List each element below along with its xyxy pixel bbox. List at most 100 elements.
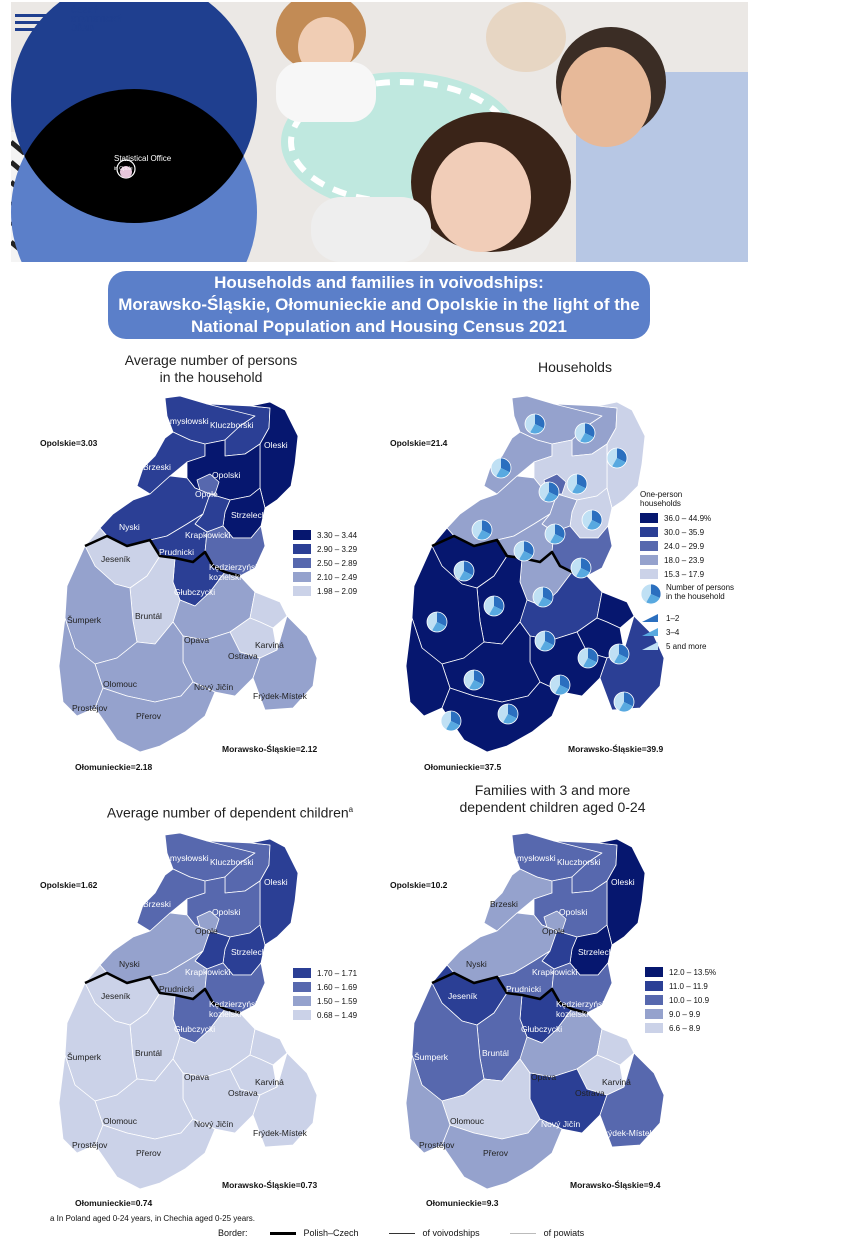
pie-legend-row: 1–2 <box>640 611 734 625</box>
region-label-krapkowicki: Krapkowicki <box>185 530 230 540</box>
pie-glubczycki <box>532 586 554 608</box>
region-label-strzelecki: Strzelecki <box>231 510 268 520</box>
region-label-bruntal: Bruntál <box>135 611 162 621</box>
pie-legend-label: 1–2 <box>666 613 680 623</box>
region-label-karvina: Karviná <box>255 640 284 650</box>
legend-row: 11.0 – 11.9 <box>645 980 716 992</box>
agg-morawsko: Morawsko-Śląskie=2.12 <box>222 744 318 754</box>
agg-olomunieckie: Ołomunieckie=37.5 <box>424 762 502 772</box>
region-label-prostejov: Prostějov <box>72 1140 108 1150</box>
legend-row: 36.0 – 44.9% <box>640 512 711 524</box>
lens-overlap <box>11 89 257 223</box>
legend-row: 12.0 – 13.5% <box>645 966 716 978</box>
region-label-opolski: Opolski <box>212 470 240 480</box>
region-label-brzeski: Brzeski <box>143 899 171 909</box>
legend-row: 24.0 – 29.9 <box>640 540 711 552</box>
region-oleski <box>250 401 299 509</box>
region-label-frydek: Frýdek-Místek <box>600 1128 655 1138</box>
legend-row: 9.0 – 9.9 <box>645 1008 716 1020</box>
legend-row: 15.3 – 17.9 <box>640 568 711 580</box>
region-label-karvina: Karviná <box>602 1077 631 1087</box>
legend-row: 1.60 – 1.69 <box>293 981 357 993</box>
pie-legend-label: 3–4 <box>666 627 680 637</box>
legend-row: 2.90 – 3.29 <box>293 543 357 555</box>
office-name: Statistical Office <box>114 154 172 163</box>
pie-prostejov <box>440 710 462 732</box>
map-households <box>405 396 665 753</box>
border-voivodships: of voivodships <box>381 1228 480 1238</box>
agg-opolskie: Opolskie=10.2 <box>390 880 448 890</box>
agg-opolskie: Opolskie=21.4 <box>390 438 448 448</box>
region-oleski <box>597 838 646 946</box>
region-label-prostejov: Prostějov <box>419 1140 455 1150</box>
region-label-prerov: Přerov <box>136 711 162 721</box>
region-label-jesenik: Jeseník <box>448 991 478 1001</box>
legend-row: 1.50 – 1.59 <box>293 995 357 1007</box>
legend-header-line: One-person <box>640 490 683 499</box>
pie-sumperk <box>426 611 448 633</box>
border-legend-label: Border: <box>218 1228 248 1238</box>
legend-label: 1.60 – 1.69 <box>317 982 358 992</box>
pie-kedzierzynsko <box>570 557 592 579</box>
region-frydek <box>599 615 665 711</box>
region-label-brzeski: Brzeski <box>143 462 171 472</box>
legend-label: 9.0 – 9.9 <box>669 1009 701 1019</box>
pie-opole <box>538 481 560 503</box>
region-label-frydek: Frýdek-Místek <box>253 1128 308 1138</box>
region-label-sumperk: Šumperk <box>67 615 102 625</box>
logo-line-2: STATISTICKÝ <box>71 15 123 24</box>
region-label-opava: Opava <box>184 1072 209 1082</box>
region-label-nyski: Nyski <box>119 959 140 969</box>
agg-morawsko: Morawsko-Śląskie=39.9 <box>568 744 664 754</box>
legend-label: 1.70 – 1.71 <box>317 968 358 978</box>
title-text: Average number of dependent children <box>106 804 349 821</box>
region-label-kozielski: kozielski <box>209 572 241 582</box>
legend-row: 3.30 – 3.44 <box>293 529 357 541</box>
region-label-prostejov: Prostějov <box>72 703 108 713</box>
legend-row: 10.0 – 10.9 <box>645 994 716 1006</box>
region-label-opava: Opava <box>531 1072 556 1082</box>
legend-label: 11.0 – 11.9 <box>669 981 708 991</box>
region-label-namyslowski: Namysłowski <box>159 853 209 863</box>
polish-czech-border <box>84 534 241 578</box>
region-prerov <box>441 1118 563 1190</box>
legend-row: 30.0 – 35.9 <box>640 526 711 538</box>
region-label-oleski: Oleski <box>611 877 635 887</box>
region-prerov <box>94 681 216 753</box>
pie-nyski <box>471 519 493 541</box>
pie-namyslowski <box>524 413 546 435</box>
region-label-glubczycki: Głubczycki <box>174 1024 215 1034</box>
region-label-ostrava: Ostrava <box>575 1088 605 1098</box>
legend-label: 0.68 – 1.49 <box>317 1010 358 1020</box>
footnote: a In Poland aged 0-24 years, in Chechia … <box>50 1214 256 1223</box>
logo-line-3: ÚŘAD <box>71 24 95 33</box>
region-label-olomouc: Olomouc <box>103 1116 138 1126</box>
office-mark: Statistical Office in Opole <box>114 154 171 174</box>
hero-banner: ČESKÝ STATISTICKÝ ÚŘAD Statistical Offic… <box>11 2 748 262</box>
region-label-namyslowski: Namysłowski <box>159 416 209 426</box>
title-text: dependent children aged 0-24 <box>459 799 646 815</box>
legend-label: 36.0 – 44.9% <box>664 513 712 523</box>
region-label-krapkowicki: Krapkowicki <box>532 967 577 977</box>
region-label-glubczycki: Głubczycki <box>521 1024 562 1034</box>
legend-label: 18.0 – 23.9 <box>664 555 705 565</box>
pie-legend-row: 3–4 <box>640 625 734 639</box>
panel-title-avg-persons: Average number of persons in the househo… <box>96 352 326 386</box>
agg-morawsko: Morawsko-Śląskie=9.4 <box>570 1180 661 1190</box>
pie-frydek <box>613 691 635 713</box>
region-frydek <box>252 1052 318 1148</box>
legend-label: 2.90 – 3.29 <box>317 544 358 554</box>
legend-label: 1.98 – 2.09 <box>317 586 358 596</box>
region-label-strzelecki: Strzelecki <box>231 947 268 957</box>
legend-header: One-person households <box>640 490 711 508</box>
region-label-sumperk: Šumperk <box>414 1052 449 1062</box>
legend-row: 1.70 – 1.71 <box>293 967 357 979</box>
legend-row: 18.0 – 23.9 <box>640 554 711 566</box>
region-frydek <box>252 615 318 711</box>
legend-label: 12.0 – 13.5% <box>669 967 717 977</box>
region-label-namyslowski: Namysłowski <box>506 853 556 863</box>
region-label-kluczborski: Kluczborski <box>210 857 254 867</box>
panel-title-avg-children: Average number of dependent childrena <box>90 801 370 822</box>
title-line-1: Households and families in voivodships: <box>214 273 544 292</box>
legend-row: 2.10 – 2.49 <box>293 571 357 583</box>
